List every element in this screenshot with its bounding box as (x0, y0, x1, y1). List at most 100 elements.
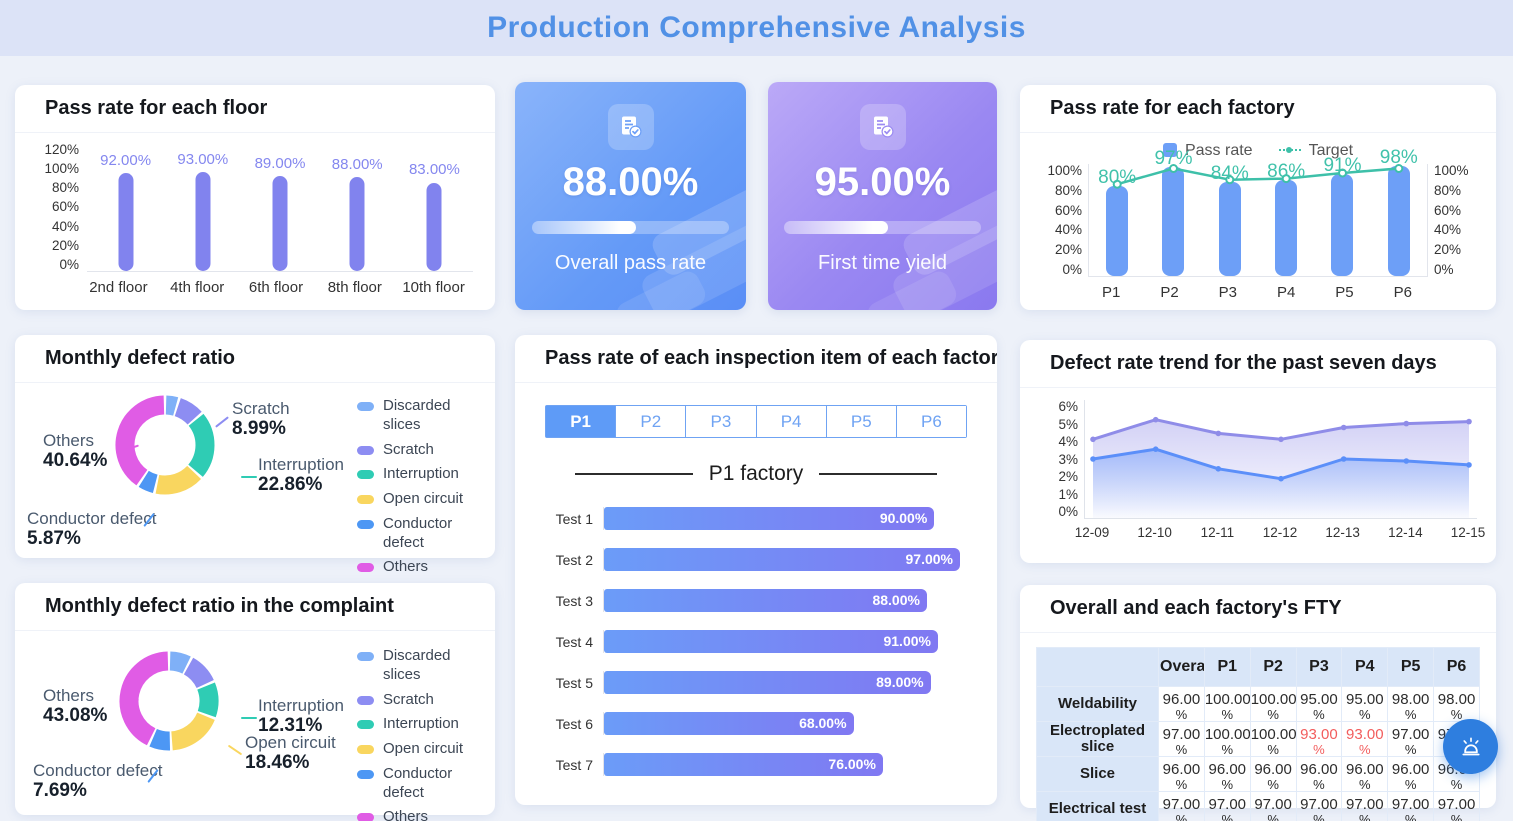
axis-tick: 120% (44, 142, 79, 157)
tab-p6[interactable]: P6 (895, 406, 967, 437)
test-bar-test-1[interactable]: 90.00% (604, 507, 935, 530)
test-bar-test-6[interactable]: 68.00% (604, 712, 854, 735)
table-cell: 97.00% (1341, 791, 1389, 821)
donut-segment-conductor-defect[interactable] (149, 728, 171, 751)
floor-bar-10th-floor[interactable] (426, 182, 442, 271)
donut-segment-others[interactable] (115, 395, 165, 486)
trend-point-upper-12-09[interactable] (1090, 436, 1096, 443)
trend-point-lower-12-12[interactable] (1278, 475, 1284, 482)
legend-label: Others (383, 808, 429, 821)
floor-bar-6th-floor[interactable] (272, 176, 288, 271)
trend-point-upper-12-11[interactable] (1215, 430, 1222, 437)
trend-point-lower-12-09[interactable] (1090, 456, 1096, 462)
factory-bar-p1[interactable] (1106, 186, 1129, 276)
legend-item-conductor-defect[interactable]: Conductor defect (357, 515, 487, 553)
bar-slot: 97% (1145, 148, 1201, 276)
x-axis-label: 12-13 (1325, 525, 1360, 540)
report-check-icon (607, 104, 654, 150)
test-bar-test-3[interactable]: 88.00% (604, 589, 927, 612)
donut-segment-discarded-slices[interactable] (165, 395, 179, 416)
factory-bar-p5[interactable] (1331, 174, 1354, 276)
trend-point-lower-12-14[interactable] (1403, 458, 1410, 464)
legend-item-others[interactable]: Others (357, 558, 487, 577)
legend-item-pass-rate[interactable]: Pass rate (1162, 142, 1253, 160)
test-bar-test-7[interactable]: 76.00% (604, 753, 883, 776)
factory-legend: Pass rate Target (1020, 133, 1496, 160)
legend-item-conductor-defect[interactable]: Conductor defect (357, 765, 487, 803)
panel-title: Pass rate for each factory (1020, 85, 1496, 133)
factory-bar-p3[interactable] (1218, 181, 1241, 276)
legend-item-discarded-slices[interactable]: Discarded slices (357, 397, 487, 435)
floor-bar-4th-floor[interactable] (195, 171, 211, 271)
axis-tick: 20% (1434, 242, 1462, 258)
panel-title: Defect rate trend for the past seven day… (1020, 340, 1496, 388)
legend-item-target[interactable]: Target (1278, 142, 1353, 160)
x-axis-label: P5 (1335, 284, 1354, 301)
donut-segment-open-circuit[interactable] (155, 465, 202, 495)
trend-point-upper-12-15[interactable] (1466, 418, 1472, 425)
legend-swatch-icon (357, 720, 374, 730)
floor-bar-8th-floor[interactable] (349, 177, 365, 271)
tab-p5[interactable]: P5 (825, 406, 896, 437)
table-cell: 100.00% (1249, 686, 1297, 722)
legend-item-interruption[interactable]: Interruption (357, 465, 487, 484)
factory-bar-p6[interactable] (1387, 166, 1410, 276)
trend-point-lower-12-15[interactable] (1466, 462, 1472, 468)
axis-tick: 0% (59, 256, 79, 272)
defect-legend: Discarded slices Scratch Interruption Open … (357, 397, 487, 583)
dash-line (574, 473, 693, 475)
legend-item-others[interactable]: Others (357, 808, 487, 821)
donut-segment-scratch[interactable] (174, 398, 202, 425)
donut-segment-interruption[interactable] (187, 413, 215, 477)
line-swatch-icon (1278, 147, 1301, 153)
bar-value-label: 68.00% (799, 715, 847, 731)
test-bar-list: Test 1 90.00% Test 2 97.00% Test 3 88.00% Test… (531, 498, 971, 785)
trend-point-upper-12-14[interactable] (1403, 420, 1410, 427)
tab-p3[interactable]: P3 (685, 406, 756, 437)
table-cell: 96.00% (1158, 756, 1205, 792)
donut-segment-conductor-defect[interactable] (138, 470, 158, 494)
legend-item-interruption[interactable]: Interruption (357, 715, 487, 734)
bar-slot: 80% (1089, 164, 1145, 276)
table-cell: 95.00% (1295, 686, 1343, 722)
pie-callout-conductor-defect: Conductor defect 7.69% (33, 761, 163, 802)
axis-tick: 20% (1054, 242, 1082, 258)
floor-y-axis: 120% 100% 80% 60% 40% 20% 0% (27, 143, 87, 271)
test-bar-test-2[interactable]: 97.00% (604, 548, 960, 571)
donut-segment-open-circuit[interactable] (170, 712, 215, 751)
test-bar-row: Test 1 90.00% (531, 498, 971, 539)
test-bar-test-5[interactable]: 89.00% (604, 671, 931, 694)
fty-table-header: OverallP1P2P3P4P5P6 (1036, 647, 1480, 687)
legend-label: Scratch (383, 690, 434, 708)
donut-segment-interruption[interactable] (197, 682, 219, 718)
test-bar-test-4[interactable]: 91.00% (604, 630, 938, 653)
tab-p1[interactable]: P1 (546, 406, 616, 437)
donut-segment-discarded-slices[interactable] (169, 651, 191, 674)
axis-tick: 80% (1054, 182, 1082, 198)
trend-point-upper-12-12[interactable] (1278, 436, 1284, 443)
factory-bar-p2[interactable] (1162, 167, 1185, 276)
pie-callout-interruption: Interruption 12.31% (258, 696, 344, 737)
x-axis-label: 12-15 (1450, 525, 1486, 540)
donut-segment-scratch[interactable] (183, 657, 214, 689)
donut-segment-others[interactable] (119, 651, 169, 746)
tab-p2[interactable]: P2 (615, 406, 686, 437)
trend-point-lower-12-10[interactable] (1152, 446, 1159, 452)
tab-p4[interactable]: P4 (755, 406, 826, 437)
legend-item-scratch[interactable]: Scratch (357, 691, 487, 710)
legend-item-open-circuit[interactable]: Open circuit (357, 740, 487, 759)
bar-slot: 84% (1202, 163, 1258, 276)
legend-item-scratch[interactable]: Scratch (357, 441, 487, 460)
trend-point-upper-12-10[interactable] (1152, 416, 1159, 423)
donut-chart (119, 651, 219, 751)
table-cell: 96.00% (1387, 756, 1435, 792)
trend-point-lower-12-13[interactable] (1340, 456, 1347, 462)
axis-tick: 0% (1062, 261, 1082, 277)
trend-point-upper-12-13[interactable] (1340, 424, 1347, 431)
floor-bar-2nd-floor[interactable] (118, 172, 134, 271)
trend-point-lower-12-11[interactable] (1215, 466, 1222, 472)
alarm-button[interactable] (1443, 719, 1498, 774)
legend-item-open-circuit[interactable]: Open circuit (357, 490, 487, 509)
factory-bar-p4[interactable] (1275, 179, 1298, 276)
legend-item-discarded-slices[interactable]: Discarded slices (357, 647, 487, 685)
